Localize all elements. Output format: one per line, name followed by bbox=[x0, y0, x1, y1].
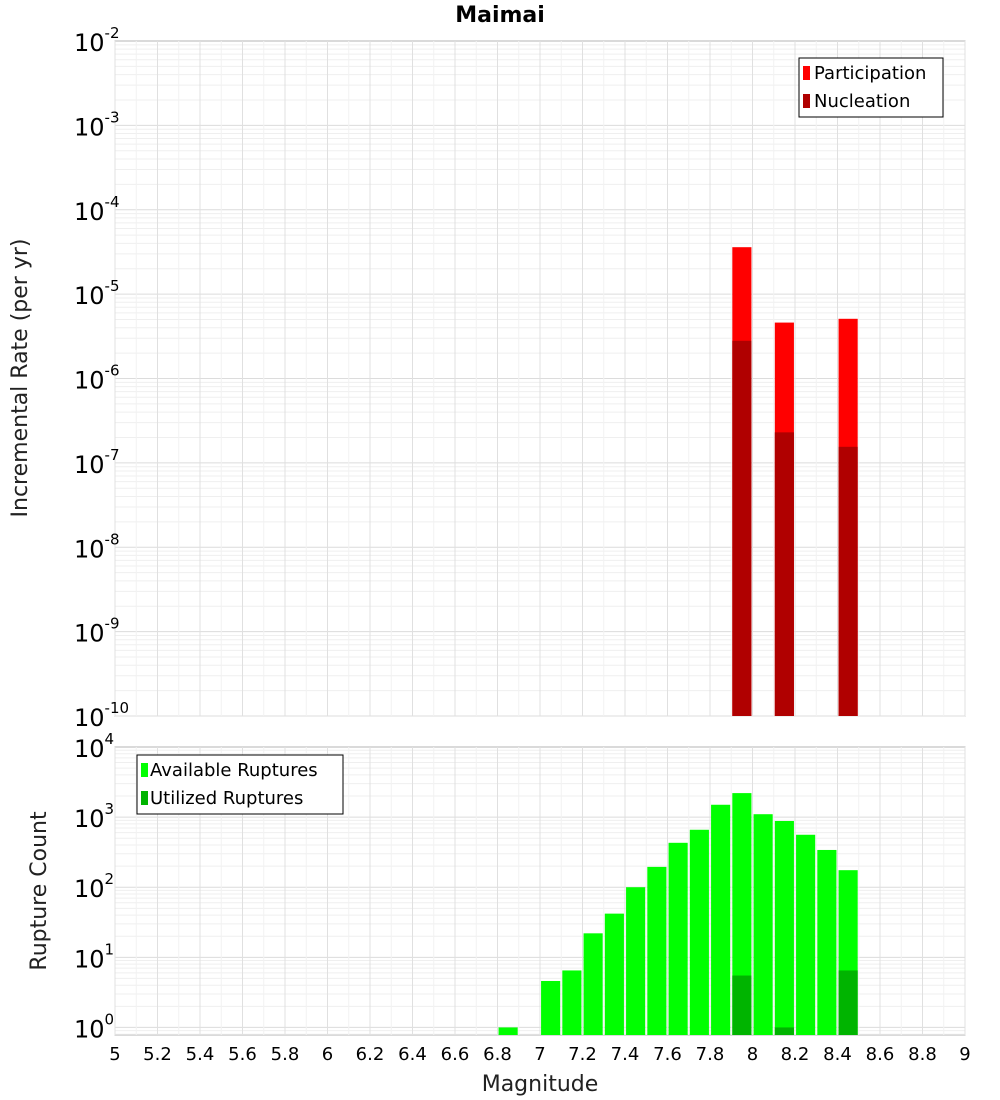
nucleation-bar bbox=[838, 446, 858, 716]
y-tick-label: 101 bbox=[74, 940, 114, 973]
rate-plot-bars bbox=[732, 247, 858, 716]
y-tick-label: 10-7 bbox=[74, 446, 120, 479]
count-legend-box bbox=[136, 754, 344, 815]
y-tick-label: 10-10 bbox=[74, 699, 129, 732]
y-tick-label: 104 bbox=[74, 730, 114, 763]
y-tick-label: 10-6 bbox=[74, 362, 120, 395]
available-ruptures-bar bbox=[689, 829, 709, 1035]
y-tick-label: 10-8 bbox=[74, 530, 120, 563]
available-ruptures-bar bbox=[583, 933, 603, 1035]
utilized-ruptures-bar bbox=[774, 1027, 794, 1035]
available-ruptures-legend-swatch bbox=[141, 763, 148, 777]
available-ruptures-legend-label: Available Ruptures bbox=[150, 760, 318, 781]
available-ruptures-bar bbox=[498, 1027, 518, 1035]
utilized-ruptures-bar bbox=[838, 970, 858, 1035]
x-tick-label: 7.6 bbox=[653, 1044, 682, 1065]
count-y-axis-label: Rupture Count bbox=[27, 811, 52, 971]
x-tick-label: 5.6 bbox=[228, 1044, 257, 1065]
rate-plot-grid bbox=[114, 41, 966, 717]
y-tick-label: 103 bbox=[74, 800, 114, 833]
y-tick-label: 10-2 bbox=[74, 24, 120, 57]
x-tick-label: 8.6 bbox=[866, 1044, 895, 1065]
rate-y-ticks: 10-2 10-3 10-4 10-5 10-6 10-7 10-8 10-9 10-10 bbox=[74, 24, 129, 732]
participation-legend-label: Participation bbox=[814, 63, 926, 84]
x-tick-label: 5.4 bbox=[186, 1044, 215, 1065]
count-legend: Available Ruptures Utilized Ruptures bbox=[136, 754, 344, 815]
nucleation-legend-label: Nucleation bbox=[814, 91, 910, 112]
utilized-ruptures-legend-label: Utilized Ruptures bbox=[150, 788, 303, 809]
x-tick-label: 6.6 bbox=[441, 1044, 470, 1065]
available-ruptures-bar bbox=[562, 970, 582, 1035]
available-ruptures-bar bbox=[626, 887, 646, 1035]
rate-legend: Participation Nucleation bbox=[798, 57, 944, 118]
x-axis-label: Magnitude bbox=[482, 1072, 599, 1097]
y-tick-label: 102 bbox=[74, 870, 114, 903]
nucleation-legend-swatch bbox=[803, 94, 810, 108]
available-ruptures-bar bbox=[668, 842, 688, 1035]
nucleation-bar bbox=[774, 432, 794, 716]
rate-y-axis-label: Incremental Rate (per yr) bbox=[8, 239, 33, 518]
x-tick-label: 6.4 bbox=[398, 1044, 427, 1065]
x-tick-label: 7.4 bbox=[611, 1044, 640, 1065]
y-tick-label: 10-4 bbox=[74, 193, 120, 226]
y-tick-label: 10-3 bbox=[74, 108, 120, 141]
x-tick-label: 6 bbox=[322, 1044, 333, 1065]
available-ruptures-bar bbox=[604, 913, 624, 1035]
available-ruptures-bar bbox=[711, 804, 731, 1035]
available-ruptures-bar bbox=[796, 834, 816, 1035]
y-tick-label: 10-9 bbox=[74, 615, 120, 648]
available-ruptures-bar bbox=[541, 980, 561, 1035]
rate-legend-box bbox=[798, 57, 944, 118]
available-ruptures-bar bbox=[732, 793, 752, 1035]
x-tick-label: 5.2 bbox=[143, 1044, 172, 1065]
participation-legend-swatch bbox=[803, 66, 810, 80]
x-tick-label: 8.8 bbox=[908, 1044, 937, 1065]
x-tick-label: 7 bbox=[534, 1044, 545, 1065]
x-tick-label: 9 bbox=[959, 1044, 970, 1065]
x-tick-label: 6.2 bbox=[356, 1044, 385, 1065]
x-tick-label: 5 bbox=[109, 1044, 120, 1065]
available-ruptures-bar bbox=[753, 814, 773, 1035]
x-tick-label: 8.2 bbox=[781, 1044, 810, 1065]
x-tick-label: 7.2 bbox=[568, 1044, 597, 1065]
x-tick-label: 8.4 bbox=[823, 1044, 852, 1065]
x-tick-label: 7.8 bbox=[696, 1044, 725, 1065]
available-ruptures-bar bbox=[774, 821, 794, 1035]
x-tick-label: 5.8 bbox=[271, 1044, 300, 1065]
x-tick-label: 8 bbox=[747, 1044, 758, 1065]
x-ticks: 5 5.2 5.4 5.6 5.8 6 6.2 6.4 6.6 6.8 7 7.2 7.4 7.6 7.8 8… bbox=[109, 1044, 970, 1065]
count-plot-bars bbox=[498, 793, 858, 1035]
y-tick-label: 100 bbox=[74, 1010, 114, 1043]
utilized-ruptures-bar bbox=[732, 975, 752, 1035]
nucleation-bar bbox=[732, 340, 752, 716]
available-ruptures-bar bbox=[817, 849, 837, 1035]
available-ruptures-bar bbox=[647, 866, 667, 1035]
count-y-ticks: 104 103 102 101 100 bbox=[74, 730, 114, 1043]
chart-title: Maimai bbox=[455, 3, 545, 28]
x-tick-label: 6.8 bbox=[483, 1044, 512, 1065]
y-tick-label: 10-5 bbox=[74, 277, 120, 310]
utilized-ruptures-legend-swatch bbox=[141, 791, 148, 805]
